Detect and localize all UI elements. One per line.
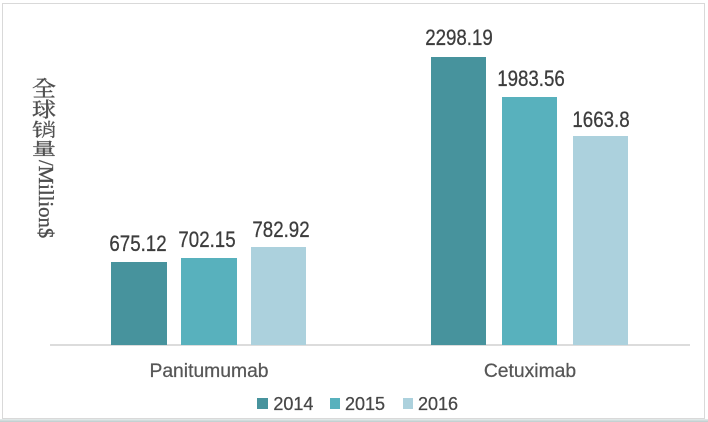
svg-text:/Million$: /Million$ — [34, 160, 56, 238]
